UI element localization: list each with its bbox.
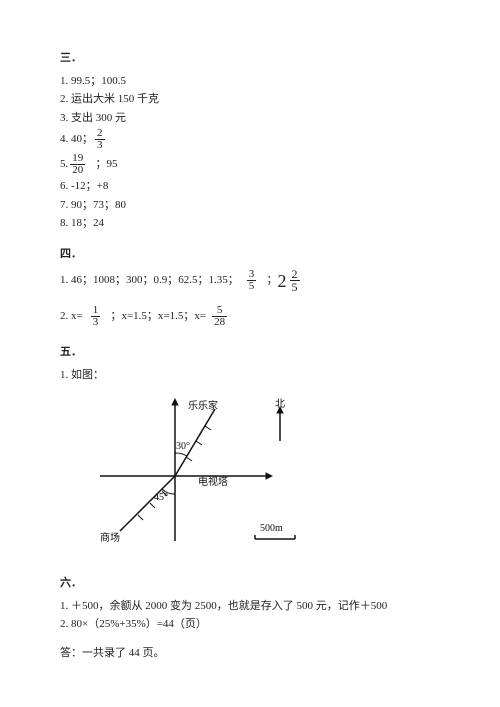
s4-line1-mid: ； [258,272,277,289]
s4-line1-mixed: 2 2 5 [278,268,302,293]
label-shangchang: 商场 [100,531,120,546]
s5-line1: 1. 如图： [60,367,440,384]
frac-den: 28 [212,316,227,328]
frac-num: 2 [95,128,105,139]
s4-line2-frac1: 1 3 [91,305,101,328]
label-30: 30° [176,439,190,454]
s3-item8: 8. 18；24 [60,215,440,232]
s6-answer: 答：一共录了 44 页。 [60,645,440,662]
mixed-whole: 2 [278,272,287,290]
page: 三． 1. 99.5；100.5 2. 运出大米 150 千克 3. 支出 30… [0,0,500,703]
label-lelejia: 乐乐家 [188,399,218,414]
s3-item1: 1. 99.5；100.5 [60,73,440,90]
frac-num: 3 [247,269,257,280]
mixed-frac: 2 5 [290,268,300,293]
s4-line1-frac: 3 5 [247,269,257,292]
frac-den: 3 [91,316,101,328]
s4-line1: 1. 46；1008；300；0.9；62.5；1.35； 3 5 ； 2 2 … [60,268,440,293]
s3-item2: 2. 运出大米 150 千克 [60,91,440,108]
section4-heading: 四． [60,246,440,263]
frac-num: 5 [215,305,225,316]
frac-num: 1 [91,305,101,316]
s3-item5-prefix: 5. [60,156,68,173]
frac-den: 20 [70,164,85,176]
section5-heading: 五． [60,344,440,361]
s3-item5: 5. 19 20 ；95 [60,153,440,176]
s6-line2: 2. 80×（25%+35%）=44（页） [60,616,440,633]
s4-line2-frac2: 5 28 [212,305,227,328]
s3-item4: 4. 40； 2 3 [60,128,440,151]
s3-item6: 6. -12；+8 [60,178,440,195]
s3-item5-suffix: ；95 [87,156,117,173]
figure-diagram: 乐乐家 北 30° 电视塔 45° 商场 500m [70,391,330,561]
frac-den: 3 [95,139,105,151]
frac-den: 5 [290,280,300,293]
label-dianshita: 电视塔 [198,475,228,490]
s4-line1-a: 1. 46；1008；300；0.9；62.5；1.35； [60,272,239,289]
s3-item4-frac: 2 3 [95,128,105,151]
frac-den: 5 [247,280,257,292]
frac-num: 2 [290,268,300,280]
s4-line2-b: ；x=1.5；x=1.5；x= [102,308,206,325]
s3-item3: 3. 支出 300 元 [60,110,440,127]
s4-line2-a: 2. x= [60,308,83,325]
s3-item5-frac: 19 20 [70,153,85,176]
label-scale: 500m [260,521,283,536]
label-45: 45° [154,490,168,505]
frac-num: 19 [70,153,85,164]
section6-heading: 六． [60,575,440,592]
s3-item7: 7. 90；73；80 [60,197,440,214]
label-bei: 北 [275,397,285,412]
s4-line2: 2. x= 1 3 ；x=1.5；x=1.5；x= 5 28 [60,305,440,328]
s3-item4-prefix: 4. 40； [60,131,93,148]
s6-line1: 1. ＋500，余额从 2000 变为 2500，也就是存入了 500 元，记作… [60,598,440,615]
section3-heading: 三． [60,50,440,67]
